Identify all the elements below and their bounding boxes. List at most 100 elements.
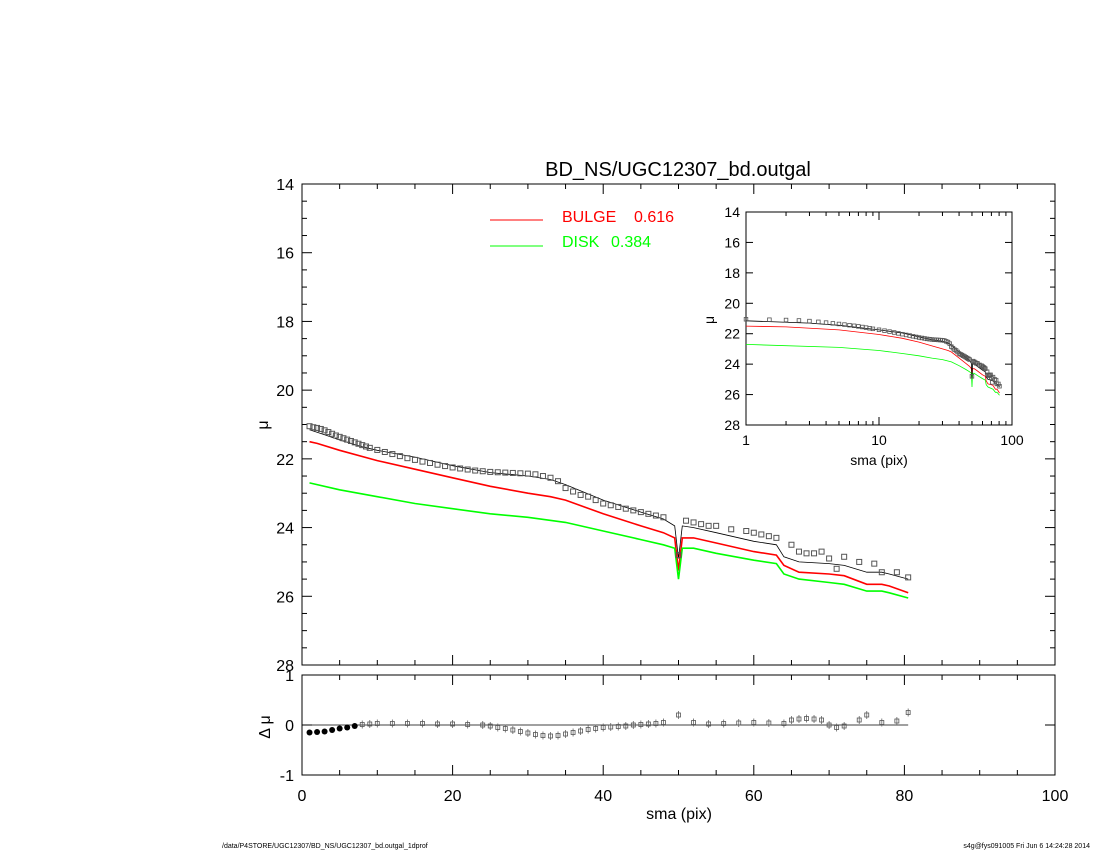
inset-data-point	[990, 380, 995, 385]
data-point	[487, 468, 494, 475]
data-point	[570, 488, 577, 495]
residual-point	[781, 721, 787, 726]
data-point	[479, 468, 486, 475]
residual-xtick-label: 20	[444, 788, 462, 805]
residual-point	[570, 730, 576, 735]
residual-point	[336, 725, 343, 732]
data-point	[765, 533, 772, 540]
data-point	[321, 427, 328, 434]
inset-data-point	[910, 334, 916, 339]
main-ytick-label: 20	[276, 383, 294, 400]
data-point	[698, 521, 705, 528]
residual-point	[676, 712, 681, 718]
residual-y-axis-label: Δ μ	[257, 715, 274, 738]
data-point	[509, 469, 516, 476]
inset-ytick-label: 22	[724, 326, 740, 342]
footer-path: /data/P4STORE/UGC12307/BD_NS/UGC12307_bd…	[222, 843, 428, 850]
inset-data-point	[988, 372, 993, 377]
residual-point	[502, 726, 508, 731]
residual-x-axis-label: sma (pix)	[646, 806, 712, 823]
data-point	[351, 439, 358, 446]
residual-point	[510, 727, 516, 733]
inset-data-point	[916, 335, 922, 340]
inset-ytick-label: 18	[724, 265, 740, 281]
residual-point	[548, 733, 553, 739]
inset-data-point	[997, 384, 1002, 389]
residual-xtick-label: 40	[594, 788, 612, 805]
data-point	[585, 493, 592, 500]
inset-data-point	[996, 381, 1001, 387]
data-point	[325, 429, 332, 436]
inset-x-axis: 1 10 100	[742, 212, 1024, 448]
inset-y-axis-label: μ	[701, 316, 717, 324]
residual-point	[578, 728, 584, 734]
residual-point	[495, 725, 501, 730]
data-point	[555, 478, 562, 485]
main-ytick-label: 28	[276, 658, 294, 675]
data-point	[893, 569, 900, 576]
residual-plot: 10-1 0 20 40 60 80 100 Δ μ sma (pix)	[257, 668, 1068, 823]
data-point	[615, 503, 622, 510]
inset-data-point	[982, 365, 987, 371]
residual-point	[389, 721, 395, 726]
data-point	[773, 534, 780, 541]
data-point	[332, 432, 339, 439]
data-point	[411, 456, 418, 463]
inset-data-point	[743, 317, 749, 322]
residual-point	[450, 721, 456, 727]
series-line-total-model	[309, 429, 909, 580]
inset-x-axis-label: sma (pix)	[850, 452, 908, 468]
data-point	[336, 433, 343, 440]
residual-point	[435, 721, 440, 727]
data-point	[811, 550, 818, 557]
inset-data-point	[847, 322, 852, 328]
residual-point	[540, 733, 546, 738]
residual-point	[563, 731, 568, 737]
residual-point	[367, 721, 373, 727]
inset-data-point	[882, 328, 887, 333]
data-point	[502, 469, 509, 476]
inset-data-point	[929, 337, 935, 342]
residual-point	[841, 723, 847, 729]
data-point	[833, 565, 840, 572]
residual-point	[306, 729, 313, 736]
data-point	[713, 522, 720, 529]
inset-ytick-label: 24	[724, 356, 740, 372]
inset-data-point	[807, 318, 812, 324]
residual-point	[615, 724, 621, 729]
residual-point	[856, 717, 862, 723]
inset-data-point	[823, 320, 829, 325]
series-line-bulge	[309, 440, 909, 594]
inset-data-point	[922, 336, 927, 341]
residual-point	[638, 722, 644, 727]
data-point	[728, 526, 735, 533]
main-ytick-label: 26	[276, 589, 294, 606]
main-y-axis: 14 16 18 20 22 24 26 28	[276, 177, 1055, 675]
inset-ytick-label: 28	[724, 417, 740, 433]
residual-point	[819, 717, 824, 723]
residual-ytick-label: 0	[285, 718, 294, 735]
residual-point	[465, 722, 471, 727]
data-point	[340, 435, 347, 442]
inset-data-point	[830, 321, 836, 326]
main-ytick-label: 16	[276, 246, 294, 263]
data-point	[374, 446, 381, 453]
residual-point	[314, 729, 321, 735]
residual-point	[480, 722, 486, 728]
residual-point	[593, 726, 599, 731]
footer-stamp: s4g@fys091005 Fri Jun 6 14:24:28 2014	[963, 843, 1090, 850]
data-point	[652, 512, 659, 519]
inset-data-point	[796, 318, 802, 323]
residual-point	[834, 725, 840, 730]
inset-data-point	[887, 329, 892, 334]
data-point	[310, 424, 317, 431]
data-point	[359, 442, 366, 449]
residual-point	[804, 716, 809, 721]
residual-point	[487, 723, 493, 729]
data-point	[539, 473, 546, 480]
residual-xtick-label: 60	[745, 788, 763, 805]
residual-point	[321, 728, 328, 735]
residual-x-axis: 0 20 40 60 80 100	[298, 675, 1068, 805]
inset-series-line-disk	[745, 344, 1000, 396]
